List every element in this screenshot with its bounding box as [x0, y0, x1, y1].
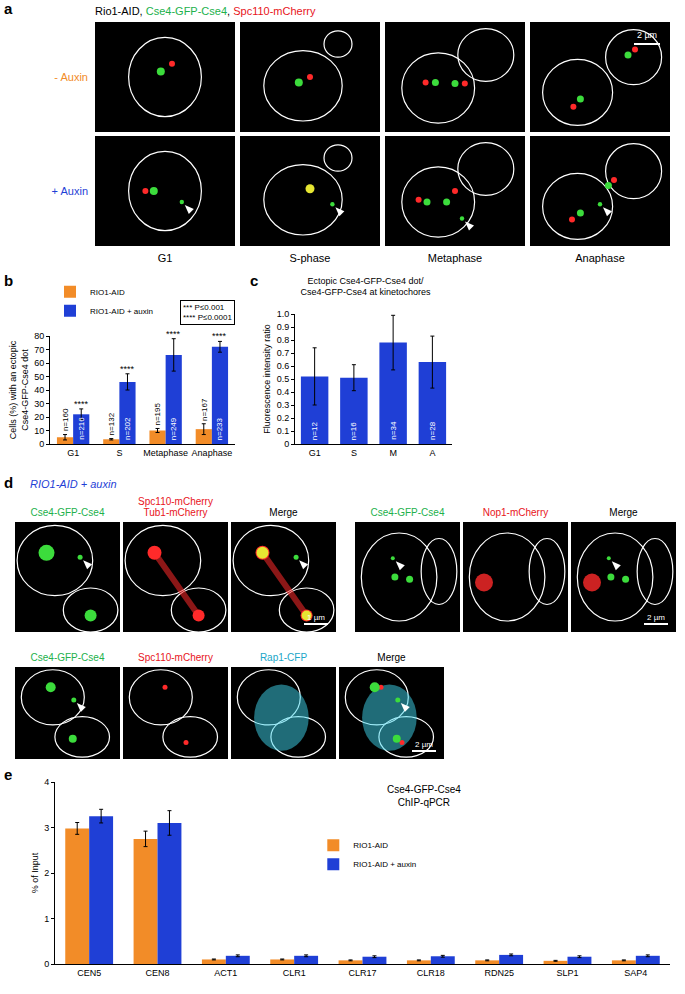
svg-text:50: 50: [34, 372, 44, 382]
svg-text:0.5: 0.5: [277, 374, 290, 384]
svg-text:CEN5: CEN5: [77, 968, 101, 978]
svg-text:20: 20: [34, 412, 44, 422]
svg-text:ACT1: ACT1: [214, 968, 237, 978]
svg-text:S: S: [116, 448, 122, 458]
svg-text:n=233: n=233: [215, 417, 224, 440]
svg-text:n=202: n=202: [123, 417, 132, 440]
svg-text:CLR1: CLR1: [283, 968, 306, 978]
svg-text:SAP4: SAP4: [624, 968, 647, 978]
svg-text:a: a: [4, 0, 13, 17]
svg-text:0: 0: [44, 959, 49, 969]
svg-text:60: 60: [34, 358, 44, 368]
svg-text:10: 10: [34, 426, 44, 436]
svg-text:0.3: 0.3: [277, 400, 290, 410]
svg-text:CLR18: CLR18: [417, 968, 445, 978]
svg-text:d: d: [4, 474, 13, 491]
svg-text:*** P≤0.001**** P≤0.0001: *** P≤0.001**** P≤0.0001: [183, 303, 232, 322]
svg-text:Metaphase: Metaphase: [143, 448, 188, 458]
svg-text:G1: G1: [67, 448, 79, 458]
svg-text:2 µm: 2 µm: [647, 613, 665, 622]
svg-text:Cse4-GFP-Cse4: Cse4-GFP-Cse4: [31, 652, 105, 663]
svg-text:RIO1-AID + auxin: RIO1-AID + auxin: [90, 307, 153, 316]
svg-text:Metaphase: Metaphase: [428, 252, 482, 264]
svg-text:G1: G1: [158, 252, 173, 264]
svg-text:****: ****: [166, 329, 181, 339]
svg-text:M: M: [389, 448, 397, 458]
svg-text:30: 30: [34, 399, 44, 409]
svg-text:1.0: 1.0: [277, 309, 290, 319]
svg-text:0.4: 0.4: [277, 387, 290, 397]
svg-text:Rio1-AID, Cse4-GFP-Cse4, Spc11: Rio1-AID, Cse4-GFP-Cse4, Spc110-mCherry: [95, 5, 316, 17]
svg-text:Merge: Merge: [269, 507, 298, 518]
svg-text:0.7: 0.7: [277, 348, 290, 358]
svg-text:b: b: [4, 272, 13, 289]
svg-text:n=249: n=249: [169, 417, 178, 440]
svg-text:RIO1-AID: RIO1-AID: [90, 288, 125, 297]
svg-text:Nop1-mCherry: Nop1-mCherry: [483, 507, 549, 518]
svg-text:Cells (%) with an ectopicCse4-: Cells (%) with an ectopicCse4-GFP-Cse4 d…: [8, 340, 30, 439]
svg-text:1: 1: [44, 914, 49, 924]
svg-text:% of Input: % of Input: [30, 852, 40, 893]
svg-text:Anaphase: Anaphase: [575, 252, 625, 264]
svg-text:e: e: [4, 766, 12, 783]
svg-text:n=195: n=195: [153, 402, 162, 425]
svg-text:80: 80: [34, 331, 44, 341]
svg-text:****: ****: [212, 331, 227, 341]
svg-text:RIO1-AID: RIO1-AID: [353, 841, 388, 850]
svg-text:n=160: n=160: [61, 408, 70, 431]
svg-text:Ectopic Cse4-GFP-Cse4 dot/Cse4: Ectopic Cse4-GFP-Cse4 dot/Cse4-GFP-Cse4 …: [300, 276, 431, 298]
svg-text:RIO1-AID + auxin: RIO1-AID + auxin: [30, 478, 117, 490]
svg-text:2: 2: [44, 868, 49, 878]
svg-text:70: 70: [34, 345, 44, 355]
svg-text:SLP1: SLP1: [556, 968, 578, 978]
svg-text:0.8: 0.8: [277, 335, 290, 345]
svg-text:c: c: [250, 272, 258, 289]
svg-text:S: S: [351, 448, 357, 458]
svg-text:0.9: 0.9: [277, 322, 290, 332]
svg-text:0.2: 0.2: [277, 413, 290, 423]
svg-text:A: A: [429, 448, 435, 458]
svg-text:Spc110-mCherry: Spc110-mCherry: [138, 496, 213, 507]
svg-text:4: 4: [44, 777, 49, 787]
svg-text:2 µm: 2 µm: [637, 30, 657, 40]
svg-text:Spc110-mCherry: Spc110-mCherry: [138, 652, 213, 663]
svg-text:n=167: n=167: [200, 398, 209, 421]
svg-text:RIO1-AID + auxin: RIO1-AID + auxin: [353, 860, 416, 869]
svg-text:Merge: Merge: [609, 507, 638, 518]
svg-text:n=34: n=34: [389, 421, 398, 440]
svg-text:3: 3: [44, 823, 49, 833]
svg-text:CEN8: CEN8: [145, 968, 169, 978]
svg-text:****: ****: [120, 364, 135, 374]
svg-text:2 µm: 2 µm: [415, 740, 433, 749]
svg-text:n=216: n=216: [77, 417, 86, 440]
svg-text:Fluorescence intensity ratio: Fluorescence intensity ratio: [262, 324, 272, 434]
svg-text:n=16: n=16: [349, 422, 358, 441]
svg-text:G1: G1: [309, 448, 321, 458]
svg-text:Cse4-GFP-Cse4ChIP-qPCR: Cse4-GFP-Cse4ChIP-qPCR: [387, 784, 461, 808]
svg-text:n=132: n=132: [107, 412, 116, 435]
svg-text:0: 0: [39, 439, 44, 449]
svg-text:Cse4-GFP-Cse4: Cse4-GFP-Cse4: [371, 507, 445, 518]
svg-text:Rap1-CFP: Rap1-CFP: [260, 652, 308, 663]
svg-text:S-phase: S-phase: [290, 252, 331, 264]
svg-text:n=12: n=12: [310, 422, 319, 441]
svg-text:Anaphase: Anaphase: [192, 448, 233, 458]
svg-text:Cse4-GFP-Cse4: Cse4-GFP-Cse4: [31, 507, 105, 518]
svg-text:Tub1-mCherry: Tub1-mCherry: [143, 507, 207, 518]
svg-text:n=28: n=28: [428, 421, 437, 440]
svg-text:****: ****: [74, 399, 89, 409]
svg-text:RDN25: RDN25: [484, 968, 514, 978]
svg-text:0.6: 0.6: [277, 361, 290, 371]
svg-text:0.1: 0.1: [277, 426, 290, 436]
svg-text:+ Auxin: + Auxin: [52, 185, 88, 197]
svg-text:1 µm: 1 µm: [307, 613, 325, 622]
svg-text:CLR17: CLR17: [348, 968, 376, 978]
svg-text:Merge: Merge: [377, 652, 406, 663]
svg-text:40: 40: [34, 385, 44, 395]
svg-text:- Auxin: - Auxin: [54, 71, 88, 83]
svg-text:0: 0: [284, 439, 289, 449]
